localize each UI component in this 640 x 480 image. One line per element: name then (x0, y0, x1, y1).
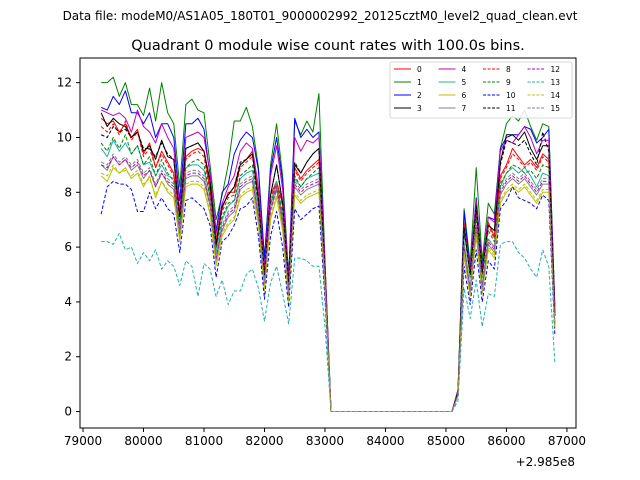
legend-label-13: 13 (551, 78, 561, 87)
x-offset-label: +2.985e8 (516, 455, 575, 469)
legend-label-8: 8 (506, 65, 511, 74)
x-tick-label: 81000 (185, 434, 223, 448)
y-tick-label: 6 (64, 240, 72, 254)
series-line-14 (100, 164, 556, 413)
y-tick-label: 0 (64, 405, 72, 419)
series-line-11 (100, 126, 556, 413)
legend-label-5: 5 (462, 78, 467, 87)
legend-label-11: 11 (506, 104, 516, 113)
legend-label-10: 10 (506, 91, 516, 100)
legend-label-15: 15 (551, 104, 561, 113)
x-tick-label: 84000 (366, 434, 404, 448)
legend-label-12: 12 (551, 65, 561, 74)
x-tick-label: 87000 (548, 434, 586, 448)
y-tick-label: 4 (64, 295, 72, 309)
series-line-13 (101, 232, 556, 413)
plot-frame (79, 57, 577, 429)
x-tick-label: 85000 (427, 434, 465, 448)
y-tick-label: 10 (57, 130, 72, 144)
x-tick-label: 80000 (124, 434, 162, 448)
x-tick-label: 83000 (306, 434, 344, 448)
x-tick-label: 79000 (64, 434, 102, 448)
data-file-label: Data file: modeM0/AS1A05_180T01_90000029… (63, 9, 578, 23)
legend-box (389, 61, 573, 119)
y-tick-label: 8 (64, 185, 72, 199)
legend-label-0: 0 (417, 65, 422, 74)
series-line-15 (100, 153, 556, 413)
y-tick-label: 2 (64, 350, 72, 364)
chart-title: Quadrant 0 module wise count rates with … (131, 38, 525, 54)
x-tick-label: 86000 (487, 434, 525, 448)
legend-label-14: 14 (551, 91, 561, 100)
legend-label-7: 7 (462, 104, 467, 113)
legend-label-9: 9 (506, 78, 511, 87)
legend-label-6: 6 (462, 91, 467, 100)
legend-label-1: 1 (417, 78, 422, 87)
legend-label-3: 3 (417, 104, 422, 113)
legend-label-4: 4 (462, 65, 467, 74)
series-layer (100, 76, 556, 413)
y-tick-label: 12 (57, 76, 72, 90)
tick-layer: 79000 80000 81000 82000 83000 84000 85000 86000… (57, 76, 586, 448)
legend-label-2: 2 (417, 91, 422, 100)
x-tick-label: 82000 (245, 434, 283, 448)
